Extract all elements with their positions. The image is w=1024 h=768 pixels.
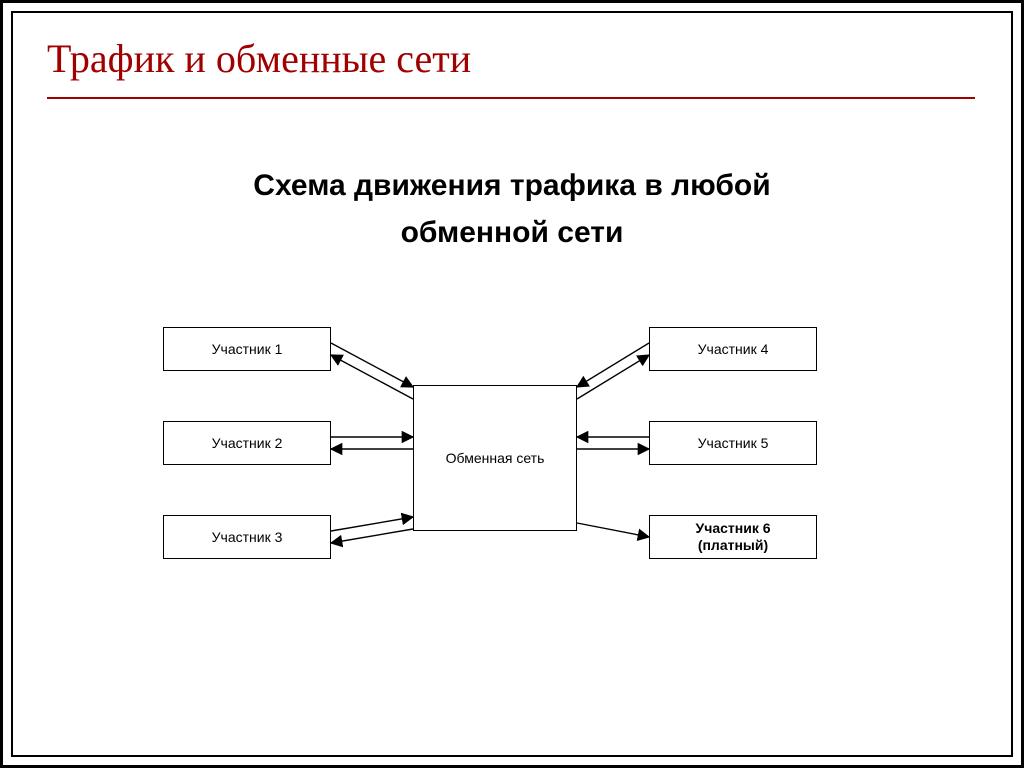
node-label: Участник 3: [212, 529, 283, 546]
node-label: Участник 2: [212, 435, 283, 452]
slide-outer-frame: Трафик и обменные сети Схема движения тр…: [0, 0, 1024, 768]
node-label: Участник 6 (платный): [695, 520, 770, 554]
node-label: Участник 1: [212, 341, 283, 358]
edge-arrow: [577, 523, 649, 537]
arrows-layer: [13, 13, 1011, 755]
node-p5: Участник 5: [649, 421, 817, 465]
slide-inner-frame: Трафик и обменные сети Схема движения тр…: [11, 11, 1013, 757]
edge-arrow: [331, 529, 413, 543]
diagram: Обменная сеть Участник 1 Участник 2 Участни…: [13, 13, 1011, 755]
node-p4: Участник 4: [649, 327, 817, 371]
node-p2: Участник 2: [163, 421, 331, 465]
node-label: Участник 5: [698, 435, 769, 452]
node-p6: Участник 6 (платный): [649, 515, 817, 559]
node-label: Обменная сеть: [446, 450, 545, 467]
node-p1: Участник 1: [163, 327, 331, 371]
edge-arrow: [577, 343, 649, 387]
edge-arrow: [331, 343, 413, 387]
node-label: Участник 4: [698, 341, 769, 358]
edge-arrow: [331, 355, 413, 399]
edge-arrow: [331, 517, 413, 531]
edge-arrow: [577, 355, 649, 399]
node-hub: Обменная сеть: [413, 385, 577, 531]
node-p3: Участник 3: [163, 515, 331, 559]
